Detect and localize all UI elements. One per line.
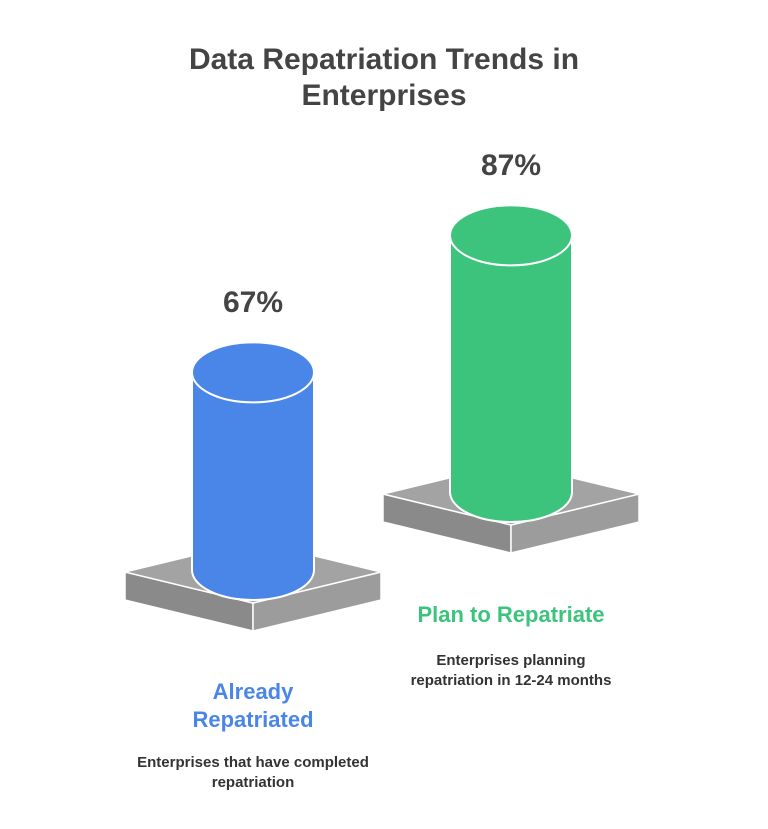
description: Enterprises planning repatriation in 12-… <box>410 652 612 689</box>
cylinder-top <box>449 204 573 267</box>
cylinder-body <box>449 234 573 523</box>
cylinder-top <box>191 341 315 404</box>
category-label: Already Repatriated <box>192 679 314 732</box>
cylinder-body <box>191 371 315 601</box>
chart-title: Data Repatriation Trends in Enterprises <box>188 43 580 112</box>
value-label: 67% <box>222 286 284 320</box>
value-label: 87% <box>480 149 542 183</box>
category-label: Plan to Repatriate <box>417 602 605 627</box>
description: Enterprises that have completed repatria… <box>137 754 369 791</box>
